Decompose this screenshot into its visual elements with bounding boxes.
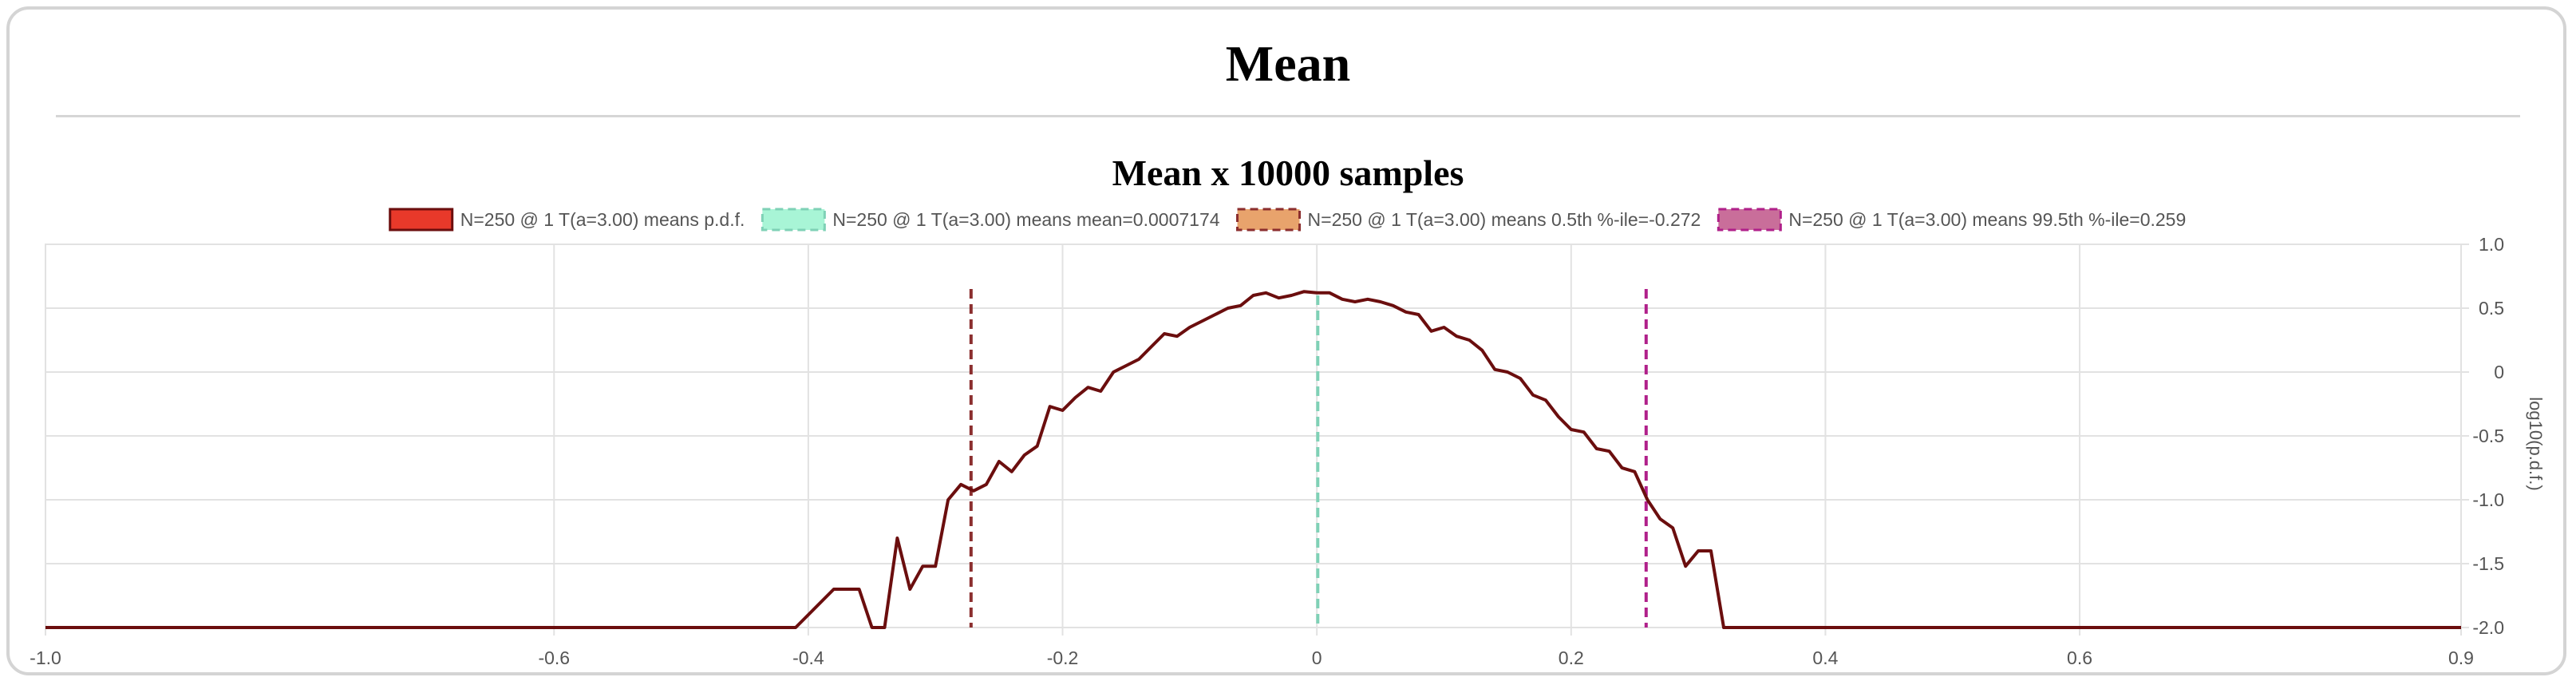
legend-label-p05: N=250 @ 1 T(a=3.00) means 0.5th %-ile=-0… xyxy=(1308,209,1701,230)
x-tick-label: 0.9 xyxy=(2448,647,2474,668)
x-tick-label: -0.6 xyxy=(538,647,570,668)
percentile-lines xyxy=(969,289,1648,628)
x-tick-label: 0.6 xyxy=(2067,647,2092,668)
legend: N=250 @ 1 T(a=3.00) means p.d.f. N=250 @ … xyxy=(389,208,2186,232)
legend-swatch-pdf xyxy=(389,208,454,232)
y-tick-label: 0 xyxy=(2494,362,2504,382)
pdf-series xyxy=(45,290,2461,629)
x-tick-label: -0.4 xyxy=(792,647,824,668)
x-tick-label: -0.2 xyxy=(1047,647,1079,668)
grid xyxy=(45,244,2462,628)
x-tick-label: 0 xyxy=(1312,647,1322,668)
y-tick-label: -0.5 xyxy=(2472,426,2504,446)
y-axis: 1.0 0.5 0 -0.5 -1.0 -1.5 -2.0 xyxy=(2461,234,2504,638)
x-tick-label: 0.2 xyxy=(1559,647,1584,668)
legend-label-p995: N=250 @ 1 T(a=3.00) means 99.5th %-ile=0… xyxy=(1788,209,2186,230)
legend-swatch-mean xyxy=(761,208,826,232)
y-tick-label: -2.0 xyxy=(2472,617,2504,638)
x-tick-label: 0.4 xyxy=(1812,647,1838,668)
legend-swatch-p995 xyxy=(1717,208,1782,232)
legend-label-pdf: N=250 @ 1 T(a=3.00) means p.d.f. xyxy=(460,209,745,230)
legend-swatch-p05 xyxy=(1236,208,1302,232)
y-tick-label: 1.0 xyxy=(2479,234,2504,255)
y-axis-label: log10(p.d.f.) xyxy=(2526,397,2546,490)
title-divider xyxy=(56,115,2520,117)
x-axis: -1.0 -0.6 -0.4 -0.2 0 0.2 0.4 0.6 0.9 xyxy=(30,628,2474,668)
x-tick-label: -1.0 xyxy=(30,647,61,668)
page-title: Mean xyxy=(1225,35,1351,92)
y-tick-label: 0.5 xyxy=(2479,298,2504,319)
legend-label-mean: N=250 @ 1 T(a=3.00) means mean=0.0007174 xyxy=(832,209,1219,230)
y-tick-label: -1.5 xyxy=(2472,553,2504,574)
y-tick-label: -1.0 xyxy=(2472,489,2504,510)
pdf-line xyxy=(45,290,2461,629)
chart-title: Mean x 10000 samples xyxy=(1112,152,1464,193)
